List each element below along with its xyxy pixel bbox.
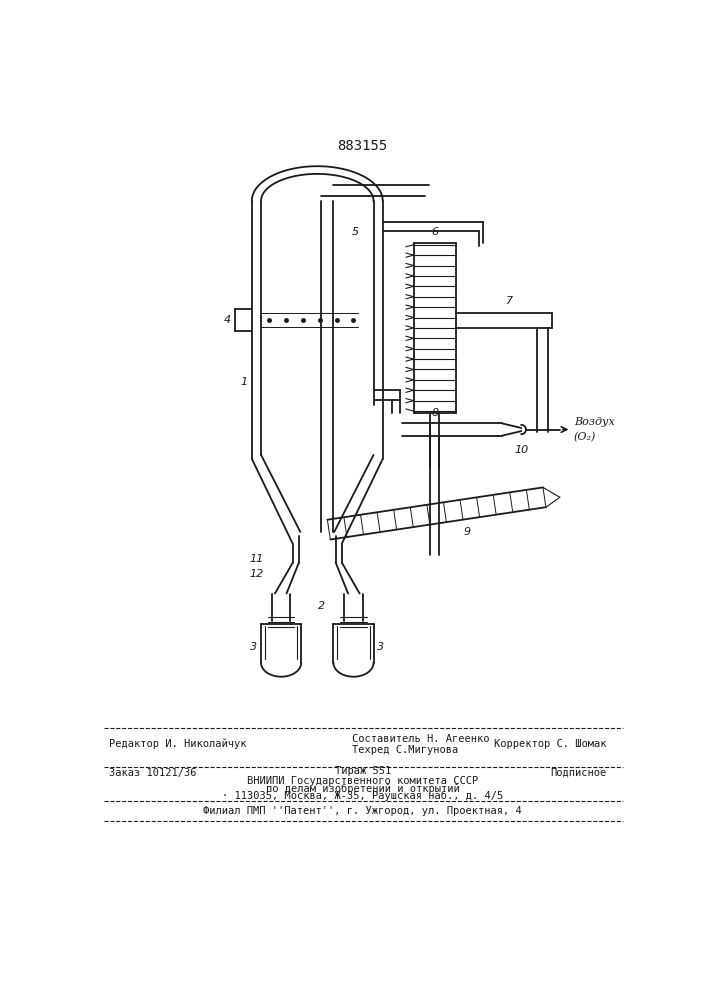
Text: Воздух: Воздух [573, 417, 614, 427]
Text: 5: 5 [352, 227, 359, 237]
Text: ВНИИПИ Государственного комитета СССР: ВНИИПИ Государственного комитета СССР [247, 776, 479, 786]
Text: Составитель Н. Агеенко: Составитель Н. Агеенко [352, 734, 489, 744]
Text: 3: 3 [250, 642, 257, 652]
Text: Подписное: Подписное [550, 768, 606, 778]
Text: 4: 4 [224, 315, 231, 325]
Text: Филиал ПМП ''Патент'', г. Ужгород, ул. Проектная, 4: Филиал ПМП ''Патент'', г. Ужгород, ул. П… [204, 806, 522, 816]
Text: Редактор И. Николайчук: Редактор И. Николайчук [110, 738, 247, 749]
Text: 1: 1 [241, 377, 248, 387]
Text: (O₂): (O₂) [573, 432, 596, 442]
Text: по делам изобретений и открытий: по делам изобретений и открытий [266, 783, 460, 794]
Text: 10: 10 [514, 445, 528, 455]
Text: 12: 12 [249, 569, 264, 579]
Text: 883155: 883155 [338, 139, 388, 153]
Text: Техред С.Мигунова: Техред С.Мигунова [352, 745, 458, 755]
Text: 11: 11 [249, 554, 264, 564]
Text: Заказ 10121/36: Заказ 10121/36 [110, 768, 197, 778]
Text: 3: 3 [378, 642, 385, 652]
Text: · 113035, Москва, Ж-35, Раушская наб., д. 4/5: · 113035, Москва, Ж-35, Раушская наб., д… [222, 791, 503, 801]
Text: 8: 8 [431, 408, 438, 418]
Text: Тираж 551: Тираж 551 [334, 766, 391, 776]
Text: 9: 9 [464, 527, 471, 537]
Text: 6: 6 [431, 227, 438, 237]
Text: 2: 2 [317, 601, 325, 611]
Text: Корректор С. Шомак: Корректор С. Шомак [493, 739, 606, 749]
Text: 7: 7 [506, 296, 513, 306]
